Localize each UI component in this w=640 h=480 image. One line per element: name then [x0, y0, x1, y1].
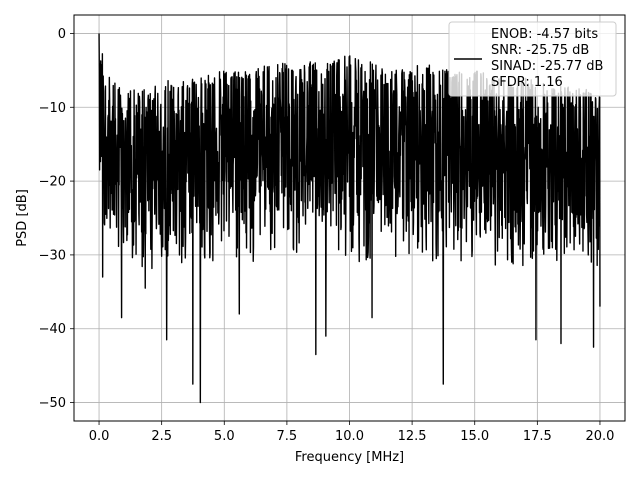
legend-entry-enob: ENOB: -4.57 bits [491, 27, 598, 42]
x-tick-label: 17.5 [523, 429, 552, 444]
x-tick-label: 10.0 [335, 429, 364, 444]
x-tick-label: 7.5 [277, 429, 298, 444]
x-axis-label: Frequency [MHz] [295, 450, 404, 465]
x-tick-label: 5.0 [214, 429, 235, 444]
y-tick-label: −20 [39, 175, 66, 190]
x-tick-label: 15.0 [460, 429, 489, 444]
y-tick-label: −30 [39, 248, 66, 263]
legend-entry-snr: SNR: -25.75 dB [491, 43, 589, 58]
x-tick-label: 12.5 [398, 429, 427, 444]
legend: ENOB: -4.57 bits SNR: -25.75 dB SINAD: -… [448, 21, 617, 97]
x-tick-label: 2.5 [151, 429, 172, 444]
plot-area [98, 33, 601, 404]
y-tick-label: −50 [39, 396, 66, 411]
y-axis-ticks: 0 −10 −20 −30 −40 −50 [39, 27, 74, 411]
y-tick-label: −40 [39, 322, 66, 337]
legend-box [448, 21, 617, 97]
x-tick-label: 20.0 [585, 429, 614, 444]
legend-entry-sinad: SINAD: -25.77 dB [491, 59, 603, 74]
legend-entry-sfdr: SFDR: 1.16 [491, 75, 563, 90]
psd-series-line [98, 33, 601, 404]
y-tick-label: −10 [39, 101, 66, 116]
y-axis-label: PSD [dB] [15, 189, 30, 247]
y-tick-label: 0 [58, 27, 66, 42]
x-tick-label: 0.0 [89, 429, 110, 444]
x-axis-ticks: 0.0 2.5 5.0 7.5 10.0 12.5 15.0 17.5 20.0 [89, 421, 614, 444]
